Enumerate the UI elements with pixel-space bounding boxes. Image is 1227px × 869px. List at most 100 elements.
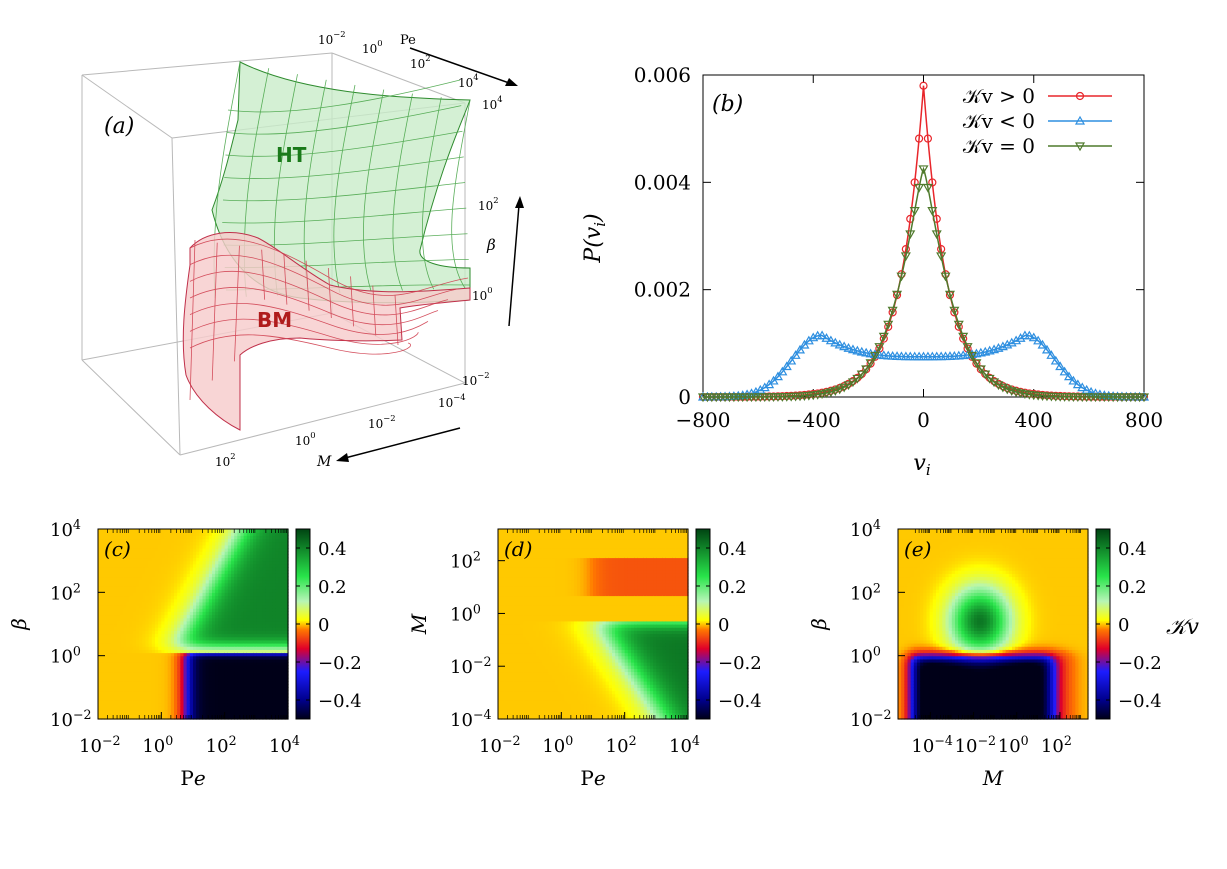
heatmap-cell bbox=[139, 636, 143, 641]
data-point bbox=[856, 346, 867, 356]
heatmap-cell bbox=[123, 633, 128, 638]
heatmap-cell bbox=[139, 541, 143, 546]
heatmap-cell bbox=[136, 529, 140, 533]
heatmap-cell bbox=[145, 617, 150, 622]
heatmap-cell bbox=[98, 696, 102, 701]
heatmap-cell bbox=[110, 541, 115, 546]
heatmap-cell bbox=[145, 662, 150, 666]
heatmap-cell bbox=[110, 684, 115, 688]
heatmap-cell bbox=[148, 668, 153, 673]
heatmap-cell bbox=[117, 570, 121, 574]
heatmap-cell bbox=[129, 706, 134, 711]
heatmap-cell bbox=[101, 595, 105, 600]
beta-tick-label: 10−2 bbox=[462, 370, 490, 388]
heatmap-cell bbox=[145, 655, 150, 660]
heatmap-cell bbox=[107, 646, 112, 650]
heatmap-cell bbox=[107, 582, 112, 587]
data-point bbox=[975, 365, 986, 375]
heatmap-cell bbox=[145, 570, 150, 574]
heatmap-cell bbox=[142, 696, 147, 701]
data-point bbox=[817, 390, 828, 400]
data-point bbox=[843, 343, 854, 352]
heatmap-cell bbox=[120, 703, 124, 707]
heatmap-cell bbox=[139, 567, 143, 571]
heatmap-cell bbox=[126, 703, 131, 707]
heatmap-cell bbox=[120, 700, 124, 704]
heatmap-cell bbox=[107, 624, 112, 628]
heatmap-cell bbox=[113, 554, 118, 559]
heatmap-cell bbox=[142, 627, 147, 631]
heatmap-cell bbox=[142, 655, 147, 660]
heatmap-cell bbox=[129, 573, 134, 578]
data-point bbox=[1028, 332, 1039, 342]
heatmap-cell bbox=[139, 538, 143, 543]
heatmap-cell bbox=[117, 709, 121, 714]
data-point bbox=[919, 81, 928, 90]
heatmap-cell bbox=[145, 560, 150, 565]
heatmap-cell bbox=[142, 582, 147, 587]
data-point bbox=[1037, 339, 1048, 349]
heatmap-cell bbox=[129, 614, 134, 619]
heatmap-cell bbox=[123, 538, 128, 543]
heatmap-cell bbox=[142, 601, 147, 606]
heatmap-cell bbox=[148, 658, 153, 663]
series-2 bbox=[697, 330, 1150, 401]
heatmap-cell bbox=[98, 662, 102, 666]
heatmap-cell bbox=[107, 538, 112, 543]
beta-tick-label: 100 bbox=[472, 285, 493, 303]
heatmap-cell bbox=[107, 608, 112, 612]
heatmap-cell bbox=[132, 532, 137, 536]
heatmap-cell bbox=[113, 649, 118, 654]
heatmap-cell bbox=[101, 696, 105, 701]
heatmap-cell bbox=[110, 696, 115, 701]
heatmap-cell bbox=[136, 605, 140, 609]
heatmap-cell bbox=[113, 579, 118, 584]
heatmap-cell bbox=[117, 681, 121, 685]
heatmap-cell bbox=[120, 696, 124, 701]
heatmap-cell bbox=[129, 684, 134, 688]
heatmap-cell bbox=[104, 696, 109, 701]
data-point bbox=[1041, 344, 1053, 354]
heatmap-cell bbox=[117, 655, 121, 660]
heatmap-cell bbox=[101, 579, 105, 584]
heatmap-cell bbox=[107, 690, 112, 695]
heatmap-cell bbox=[145, 643, 150, 647]
heatmap-cell bbox=[117, 700, 121, 704]
heatmap-cell bbox=[110, 706, 115, 711]
heatmap-cell bbox=[136, 548, 140, 552]
m-tick-label: 10−4 bbox=[438, 392, 466, 410]
heatmap-cell bbox=[132, 703, 137, 707]
heatmap-cell bbox=[101, 709, 105, 714]
heatmap-cell bbox=[98, 595, 102, 600]
heatmap-cell bbox=[136, 601, 140, 606]
heatmap-cell bbox=[113, 598, 118, 603]
heatmap-cell bbox=[145, 681, 150, 685]
heatmap-cell bbox=[132, 579, 137, 584]
heatmap-cell bbox=[104, 658, 109, 663]
heatmap-cell bbox=[101, 677, 105, 682]
data-point bbox=[834, 339, 845, 349]
heatmap-cell bbox=[145, 605, 150, 609]
heatmap-cell bbox=[110, 605, 115, 609]
heatmap-cell bbox=[101, 681, 105, 685]
heatmap-cell bbox=[110, 630, 115, 635]
x-tick-label-b: −800 bbox=[676, 408, 731, 432]
heatmap-cell bbox=[101, 538, 105, 543]
heatmap-cell bbox=[142, 548, 147, 552]
heatmap-cell bbox=[110, 563, 115, 568]
data-point bbox=[1063, 371, 1075, 381]
heatmap-cell bbox=[123, 551, 128, 555]
heatmap-cell bbox=[104, 541, 109, 546]
heatmap-cell bbox=[136, 681, 140, 685]
data-point bbox=[830, 337, 841, 347]
y-tick-label: 102 bbox=[50, 580, 81, 604]
heatmap-cell bbox=[139, 624, 143, 628]
heatmap-cell bbox=[132, 627, 137, 631]
heatmap-cell bbox=[101, 582, 105, 587]
heatmap-cell bbox=[113, 582, 118, 587]
heatmap-cell bbox=[98, 576, 102, 581]
heatmap-cell bbox=[148, 677, 153, 682]
heatmap-cell bbox=[139, 677, 143, 682]
heatmap-cell bbox=[129, 548, 134, 552]
